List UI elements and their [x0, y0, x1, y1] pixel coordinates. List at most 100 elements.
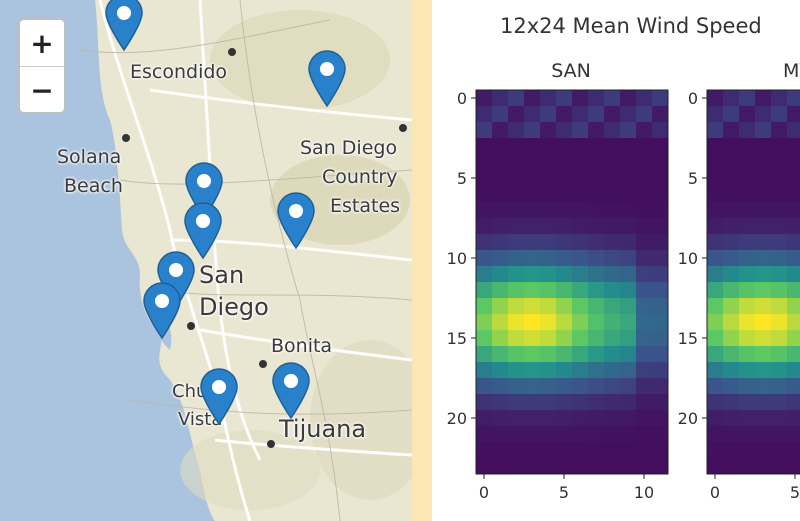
heatmap-cell	[492, 138, 509, 155]
heatmap-cell	[755, 234, 772, 251]
zoom-out-button[interactable]: −	[30, 73, 54, 107]
heatmap-cell	[508, 282, 525, 299]
heatmap-cell	[476, 378, 493, 395]
heatmap-cell	[707, 410, 724, 427]
heatmap-cell	[508, 362, 525, 379]
heatmap-cell	[556, 234, 573, 251]
heatmap-cell	[620, 282, 637, 299]
heatmap-cell	[476, 458, 493, 475]
heatmap-cell	[524, 154, 541, 171]
heatmap-cell	[723, 442, 740, 459]
heatmap-cell	[787, 106, 800, 123]
heatmap-cell	[771, 106, 788, 123]
heatmap-cell	[652, 266, 669, 283]
heatmap-cell	[476, 362, 493, 379]
heatmap-cell	[604, 330, 621, 347]
heatmap-cell	[652, 218, 669, 235]
heatmap-cell	[524, 458, 541, 475]
map-marker-icon[interactable]	[271, 362, 311, 420]
heatmap-cell	[476, 170, 493, 187]
heatmap-cell	[540, 90, 557, 107]
heatmap-frame	[706, 89, 800, 475]
heatmap-cell	[572, 266, 589, 283]
heatmap-cell	[771, 346, 788, 363]
map-marker-icon[interactable]	[104, 0, 144, 52]
map-marker-icon[interactable]	[183, 202, 223, 260]
place-label-san: San	[199, 261, 245, 289]
zoom-in-button[interactable]: +	[20, 20, 64, 67]
heatmap-cell	[556, 314, 573, 331]
map-marker-icon[interactable]	[276, 192, 316, 250]
heatmap-cell	[588, 410, 605, 427]
map-marker-icon[interactable]	[184, 162, 224, 220]
heatmap-cell	[739, 346, 756, 363]
y-tick-label: 5	[457, 169, 467, 188]
heatmap-cell	[755, 122, 772, 139]
heatmap-cell	[588, 362, 605, 379]
heatmap-cell	[771, 122, 788, 139]
heatmap-cell	[771, 442, 788, 459]
map-marker-icon[interactable]	[142, 282, 182, 340]
map-marker-icon[interactable]	[199, 368, 239, 426]
heatmap-cell	[620, 458, 637, 475]
heatmap-cell	[524, 426, 541, 443]
heatmap-cell	[508, 298, 525, 315]
heatmap-cell	[771, 314, 788, 331]
heatmap-cell	[524, 330, 541, 347]
heatmap-cell	[556, 138, 573, 155]
heatmap-cell	[508, 154, 525, 171]
heatmap-cell	[739, 282, 756, 299]
heatmap-cell	[476, 394, 493, 411]
heatmap-cell	[492, 458, 509, 475]
heatmap-cell	[739, 170, 756, 187]
heatmap-cell	[476, 122, 493, 139]
heatmap-cell	[492, 90, 509, 107]
heatmap-cell	[540, 442, 557, 459]
heatmap-cell	[604, 346, 621, 363]
heatmap-cell	[787, 298, 800, 315]
heatmap-cell	[652, 394, 669, 411]
heatmap-cell	[572, 202, 589, 219]
heatmap-cell	[540, 170, 557, 187]
heatmap-cell	[572, 330, 589, 347]
heatmap-cell	[540, 154, 557, 171]
heatmap-cell	[524, 106, 541, 123]
heatmap-cell	[723, 282, 740, 299]
map-marker-icon[interactable]	[307, 50, 347, 108]
heatmap-cell	[508, 314, 525, 331]
heatmap-cell	[604, 378, 621, 395]
heatmap-cell	[556, 410, 573, 427]
heatmap-cell	[620, 426, 637, 443]
heatmap-cell	[572, 138, 589, 155]
heatmap-cell	[771, 154, 788, 171]
heatmap-cell	[556, 394, 573, 411]
heatmap-cell	[556, 106, 573, 123]
map-view[interactable]: Escondido Solana Beach San Diego Country…	[0, 0, 412, 521]
heatmap-cell	[787, 186, 800, 203]
heatmap-cell	[739, 410, 756, 427]
heatmap-cell	[492, 202, 509, 219]
heatmap-cell	[572, 234, 589, 251]
heatmap-cell	[739, 250, 756, 267]
heatmap-cell	[556, 154, 573, 171]
heatmap-cell	[620, 138, 637, 155]
heatmap-cell	[524, 202, 541, 219]
heatmap-cell	[707, 106, 724, 123]
heatmap-cell	[652, 154, 669, 171]
heatmap-cell	[524, 186, 541, 203]
panel-divider[interactable]	[412, 0, 432, 521]
heatmap-cell	[540, 106, 557, 123]
heatmap-cell	[588, 330, 605, 347]
heatmap-cell	[652, 314, 669, 331]
heatmap-cell	[707, 362, 724, 379]
heatmap-cell	[476, 282, 493, 299]
heatmap-cell	[755, 218, 772, 235]
heatmap-cell	[652, 282, 669, 299]
heatmap-cell	[636, 298, 653, 315]
heatmap-cell	[723, 202, 740, 219]
heatmap-cell	[556, 362, 573, 379]
heatmap-cell	[572, 394, 589, 411]
heatmap-cell	[707, 282, 724, 299]
heatmap-cell	[739, 218, 756, 235]
heatmap-cell	[771, 266, 788, 283]
